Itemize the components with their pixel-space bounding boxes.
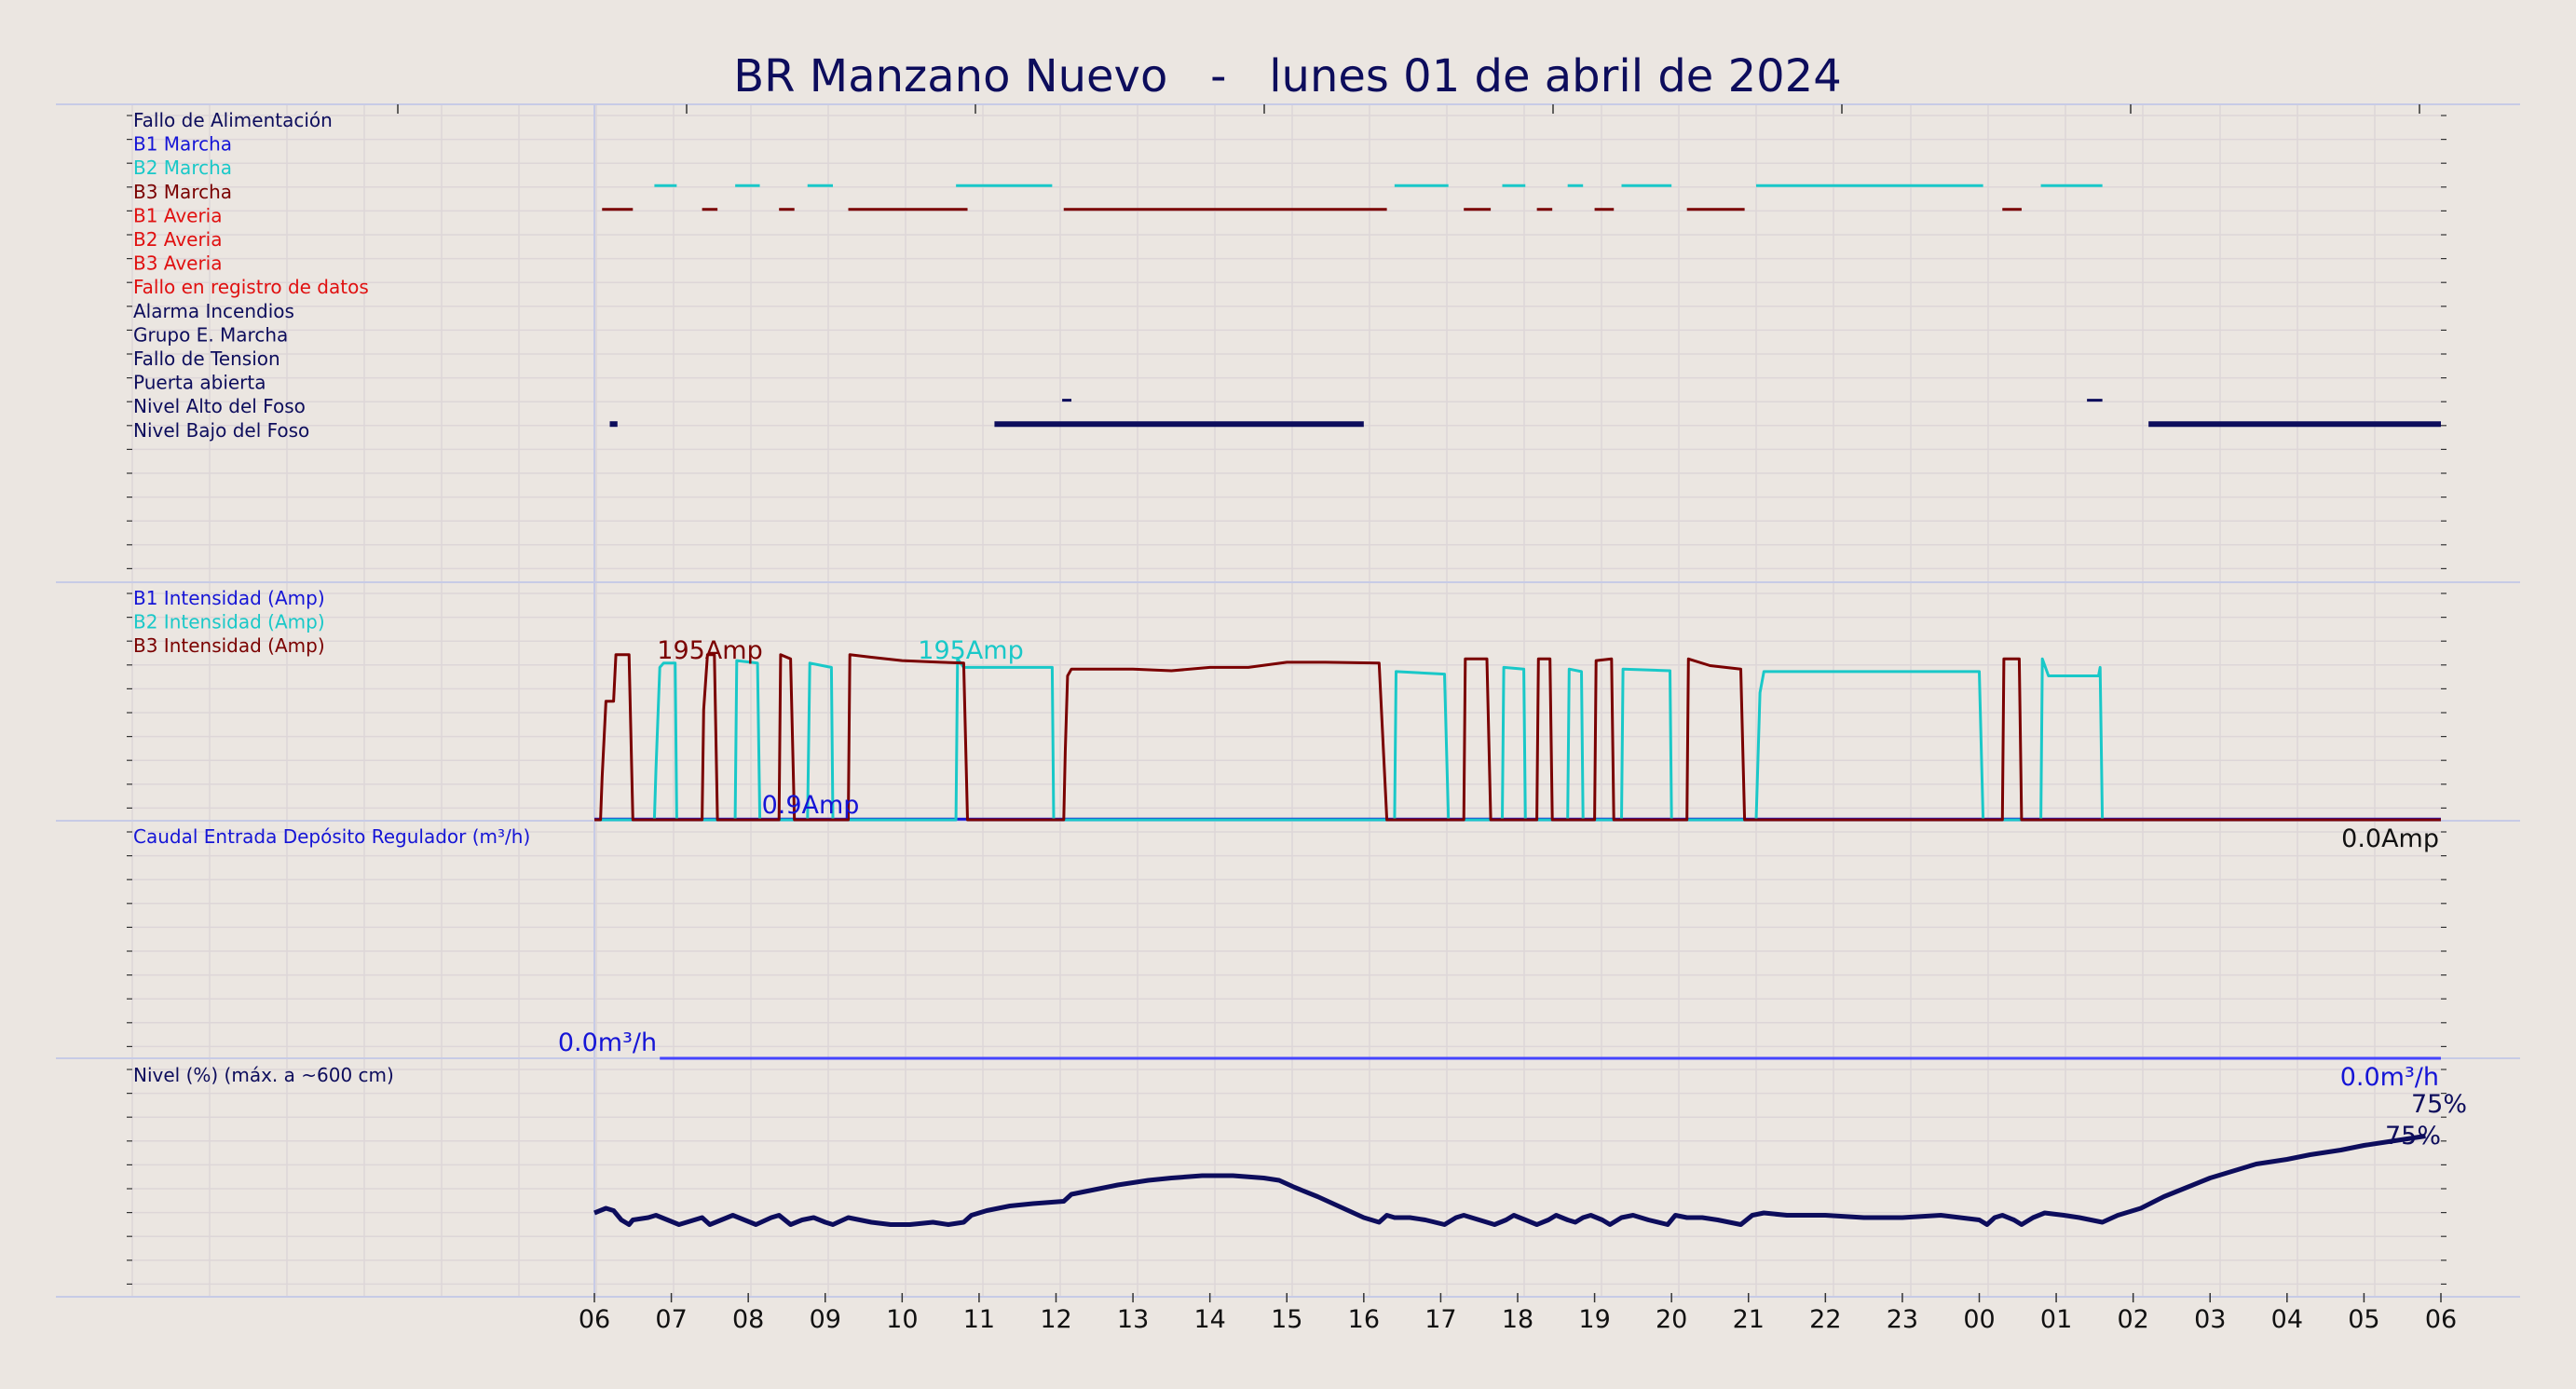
current-legend-label: B3 Intensidad (Amp): [133, 634, 325, 657]
event-row-label: B3 Averia: [133, 252, 223, 275]
x-tick-label: 01: [2040, 1305, 2072, 1334]
flow-legend-label: Caudal Entrada Depósito Regulador (m³/h): [133, 825, 530, 848]
event-row-label: Grupo E. Marcha: [133, 323, 288, 346]
x-tick-label: 15: [1271, 1305, 1302, 1334]
current-series-line: [594, 653, 2441, 822]
grid-layer: [56, 103, 2520, 1298]
event-row-label: Fallo de Tension: [133, 347, 280, 370]
x-tick-label: 00: [1963, 1305, 1995, 1334]
x-tick-label: 17: [1424, 1305, 1456, 1334]
x-tick-label: 11: [963, 1305, 995, 1334]
x-tick-label: 22: [1809, 1305, 1841, 1334]
x-tick-label: 13: [1117, 1305, 1149, 1334]
x-tick-label: 16: [1348, 1305, 1380, 1334]
event-row-label: Fallo en registro de datos: [133, 276, 369, 298]
x-tick-labels: 06 07 08 09 10 11 12 13 14 15 16 17 18 19 20 21 22 23 00 01…: [579, 1293, 2457, 1334]
x-tick-label: 09: [810, 1305, 841, 1334]
x-tick-label: 08: [732, 1305, 764, 1334]
x-tick-label: 20: [1656, 1305, 1687, 1334]
x-tick-label: 06: [2425, 1305, 2457, 1334]
x-tick-label: 14: [1193, 1305, 1225, 1334]
x-tick-label: 12: [1040, 1305, 1071, 1334]
current-annotation: 0.9Amp: [762, 791, 860, 820]
event-row-label: B2 Averia: [133, 228, 223, 251]
chart-title: BR Manzano Nuevo - lunes 01 de abril de …: [733, 50, 1841, 102]
current-legend-label: B2 Intensidad (Amp): [133, 611, 325, 633]
level-legend-label: Nivel (%) (máx. a ~600 cm): [133, 1064, 394, 1086]
x-tick-label: 23: [1887, 1305, 1918, 1334]
x-tick-label: 03: [2194, 1305, 2226, 1334]
event-row-label: B1 Averia: [133, 204, 223, 226]
x-tick-label: 19: [1578, 1305, 1610, 1334]
current-annotation: 0.0Amp: [2341, 824, 2439, 853]
current-annotation: 195Amp: [918, 636, 1023, 665]
event-row-label: B1 Marcha: [133, 133, 232, 156]
event-row-label: B2 Marcha: [133, 157, 232, 179]
series-layer: [593, 184, 2441, 1227]
level-series-line: [593, 1134, 2426, 1227]
x-tick-label: 06: [579, 1305, 610, 1334]
event-row-label: Nivel Alto del Foso: [133, 395, 306, 417]
event-row-label: Alarma Incendios: [133, 300, 294, 322]
event-row-label: Puerta abierta: [133, 372, 266, 394]
event-row-label: B3 Marcha: [133, 181, 232, 203]
level-annotation: 75%: [2385, 1122, 2441, 1151]
x-tick-label: 07: [655, 1305, 687, 1334]
x-tick-label: 02: [2117, 1305, 2148, 1334]
flow-annotation: 0.0m³/h: [2340, 1063, 2439, 1092]
level-annotation: 75%: [2411, 1090, 2467, 1119]
event-row-label: Fallo de Alimentación: [133, 109, 333, 131]
x-tick-label: 05: [2348, 1305, 2379, 1334]
x-tick-label: 04: [2271, 1305, 2303, 1334]
x-tick-label: 18: [1502, 1305, 1533, 1334]
flow-annotation: 0.0m³/h: [558, 1028, 657, 1057]
x-tick-label: 21: [1733, 1305, 1765, 1334]
current-legend-label: B1 Intensidad (Amp): [133, 587, 325, 609]
x-tick-label: 10: [886, 1305, 918, 1334]
event-row-label: Nivel Bajo del Foso: [133, 419, 309, 442]
current-annotation: 195Amp: [657, 636, 762, 665]
